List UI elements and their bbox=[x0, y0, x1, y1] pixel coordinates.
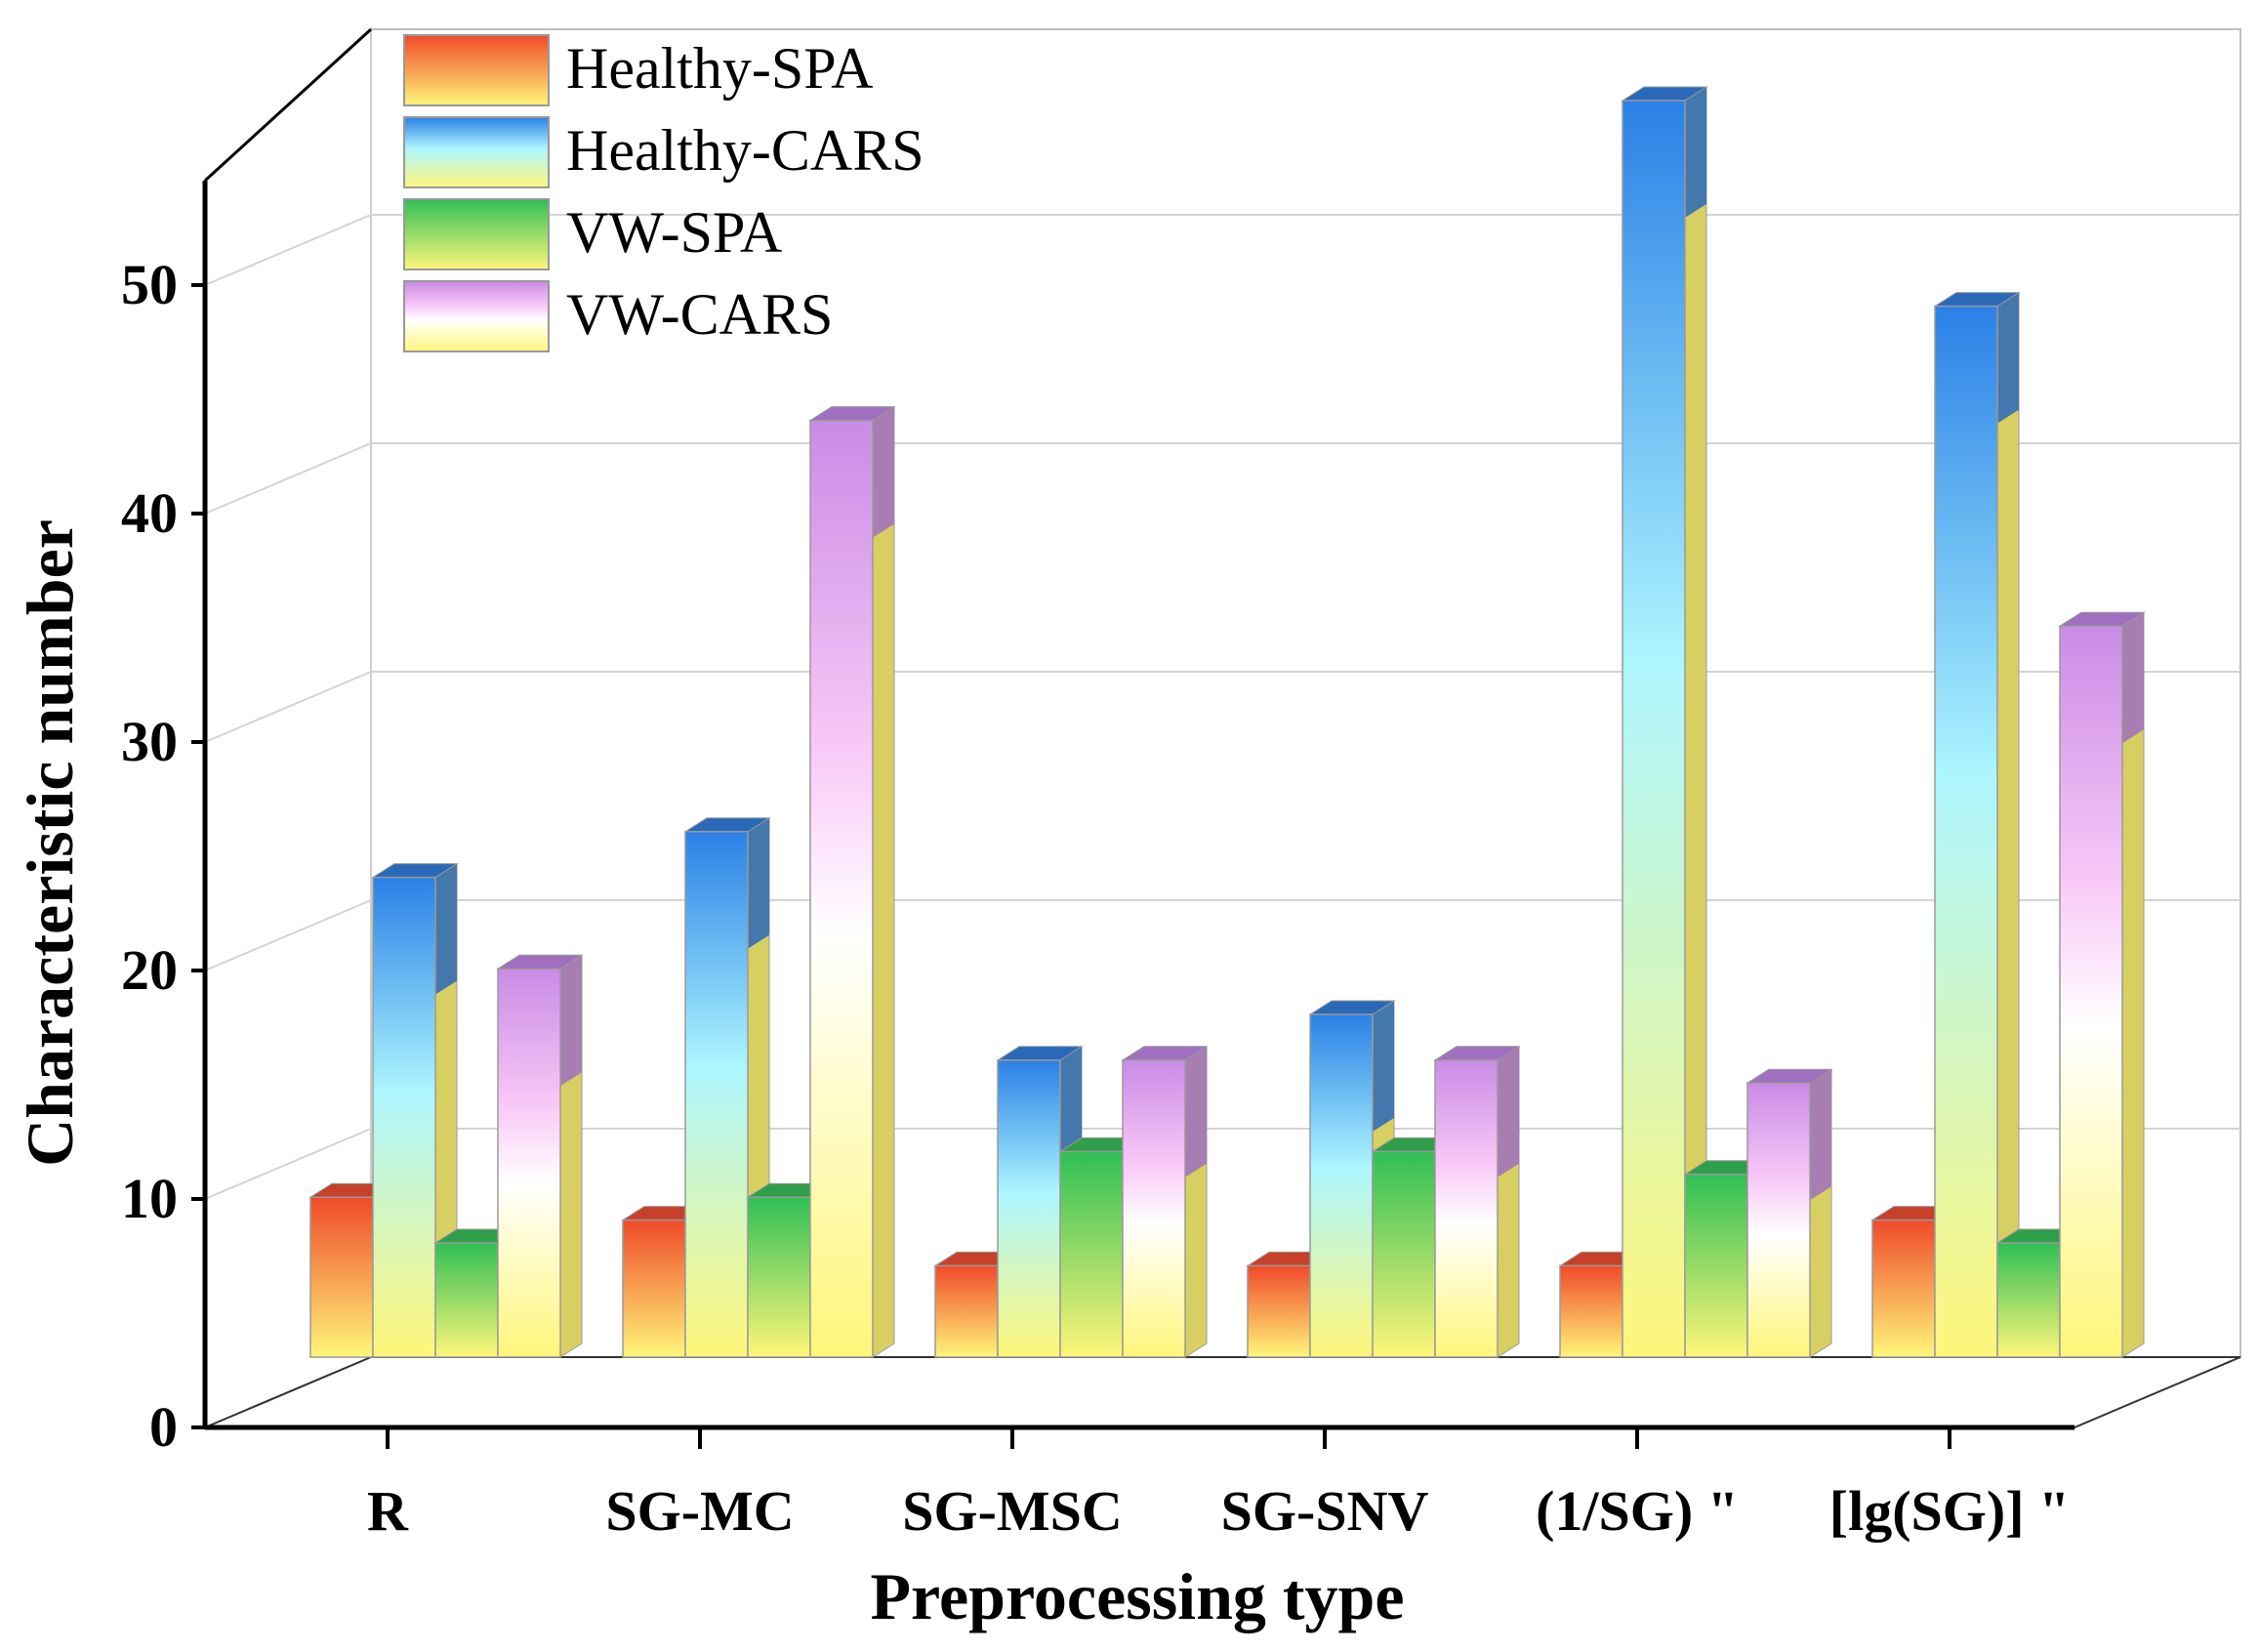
axes: 0 10 20 30 40 50 Characteristic number R SG-MC SG… bbox=[13, 27, 2074, 1633]
x-tick-label: [lg(SG)] " bbox=[1829, 1479, 2070, 1543]
x-axis-title: Preprocessing type bbox=[870, 1559, 1404, 1633]
bar-front-face bbox=[372, 876, 436, 1358]
bar-side-shade bbox=[560, 955, 582, 1087]
gridline bbox=[204, 671, 372, 743]
bar-front-face bbox=[1247, 1264, 1311, 1358]
floor bbox=[204, 1356, 2241, 1428]
gridline bbox=[204, 899, 372, 971]
legend-swatch bbox=[403, 116, 550, 188]
bar-front-face bbox=[1871, 1218, 1936, 1358]
bar-front-face bbox=[2059, 625, 2123, 1358]
bar-front-face bbox=[747, 1196, 811, 1358]
bar-side-shade bbox=[1810, 1069, 1831, 1201]
x-tick-label: (1/SG) " bbox=[1536, 1479, 1739, 1543]
bar-vw-cars-2 bbox=[1121, 1045, 1209, 1358]
bar-front-face bbox=[1559, 1264, 1623, 1358]
bar-healthy-cars-4 bbox=[1621, 86, 1708, 1358]
legend: Healthy-SPA Healthy-CARS VW-SPA VW-CARS bbox=[403, 34, 924, 352]
bar-side-shade bbox=[1997, 292, 2019, 424]
bar-side-face bbox=[1996, 291, 2020, 1358]
y-axis-top-edge bbox=[203, 27, 373, 183]
bar-front-face bbox=[497, 968, 561, 1358]
gridline bbox=[204, 442, 372, 515]
bar-side-shade bbox=[873, 406, 894, 538]
bar-front-face bbox=[1372, 1150, 1436, 1358]
legend-item-vw-cars: VW-CARS bbox=[403, 280, 833, 352]
bar-front-face bbox=[1122, 1059, 1186, 1358]
gridline bbox=[204, 1128, 372, 1200]
bar-front-face bbox=[1746, 1082, 1811, 1358]
bar-healthy-cars-1 bbox=[683, 816, 771, 1358]
bar-side-face bbox=[872, 405, 895, 1358]
legend-label: Healthy-SPA bbox=[566, 36, 873, 101]
y-tick-label: 0 bbox=[149, 1395, 178, 1459]
bar-front-face bbox=[684, 831, 749, 1358]
bar-front-face bbox=[434, 1242, 499, 1358]
bar-front-face bbox=[622, 1218, 686, 1358]
legend-label: VW-CARS bbox=[566, 282, 833, 347]
bar-vw-cars-0 bbox=[496, 954, 584, 1358]
bar-side-shade bbox=[1185, 1046, 1207, 1177]
legend-swatch bbox=[403, 198, 550, 270]
bar-vw-cars-1 bbox=[808, 405, 896, 1358]
bar-front-face bbox=[997, 1059, 1061, 1358]
bar-front-face bbox=[1996, 1242, 2061, 1358]
bar-side-shade bbox=[1373, 1001, 1394, 1132]
bar-front-face bbox=[934, 1264, 999, 1358]
legend-item-healthy-cars: Healthy-CARS bbox=[403, 116, 924, 188]
bar-front-face bbox=[1309, 1013, 1374, 1358]
x-tick-label: SG-MC bbox=[605, 1479, 794, 1543]
bar-front-face bbox=[1684, 1174, 1748, 1358]
bar-front-face bbox=[809, 419, 874, 1358]
legend-swatch bbox=[403, 280, 550, 352]
bar-vw-cars-4 bbox=[1746, 1068, 1833, 1358]
x-tick-label: SG-SNV bbox=[1221, 1479, 1429, 1543]
bar-front-face bbox=[309, 1196, 374, 1358]
y-tick-label: 10 bbox=[121, 1167, 178, 1230]
legend-item-vw-spa: VW-SPA bbox=[403, 198, 782, 270]
bar-healthy-cars-0 bbox=[371, 862, 459, 1358]
y-tick-label: 30 bbox=[121, 710, 178, 773]
y-tick-label: 40 bbox=[121, 481, 178, 545]
bar-side-shade bbox=[748, 817, 769, 949]
x-tick-label: SG-MSC bbox=[902, 1479, 1123, 1543]
x-tick-label: R bbox=[367, 1479, 409, 1543]
bar-front-face bbox=[1934, 305, 1998, 1358]
legend-swatch bbox=[403, 34, 550, 106]
legend-item-healthy-spa: Healthy-SPA bbox=[403, 34, 873, 106]
bar-side-shade bbox=[2122, 612, 2144, 744]
bar-front-face bbox=[1059, 1150, 1124, 1358]
bar-front-face bbox=[1434, 1059, 1499, 1358]
legend-label: Healthy-CARS bbox=[566, 118, 924, 183]
bar-vw-cars-5 bbox=[2058, 611, 2146, 1358]
bar-healthy-cars-5 bbox=[1933, 291, 2021, 1358]
bar-side-shade bbox=[435, 863, 457, 995]
gridline bbox=[204, 214, 372, 286]
y-tick-label: 20 bbox=[121, 938, 178, 1002]
bar-area bbox=[308, 86, 2146, 1358]
bar-side-shade bbox=[1498, 1046, 1519, 1177]
bar-side-shade bbox=[1685, 87, 1706, 218]
bar-vw-cars-3 bbox=[1433, 1045, 1521, 1358]
y-axis-title: Characteristic number bbox=[13, 519, 87, 1167]
y-tick-label: 50 bbox=[121, 253, 178, 316]
legend-label: VW-SPA bbox=[566, 200, 782, 265]
bar-front-face bbox=[1622, 100, 1686, 1358]
